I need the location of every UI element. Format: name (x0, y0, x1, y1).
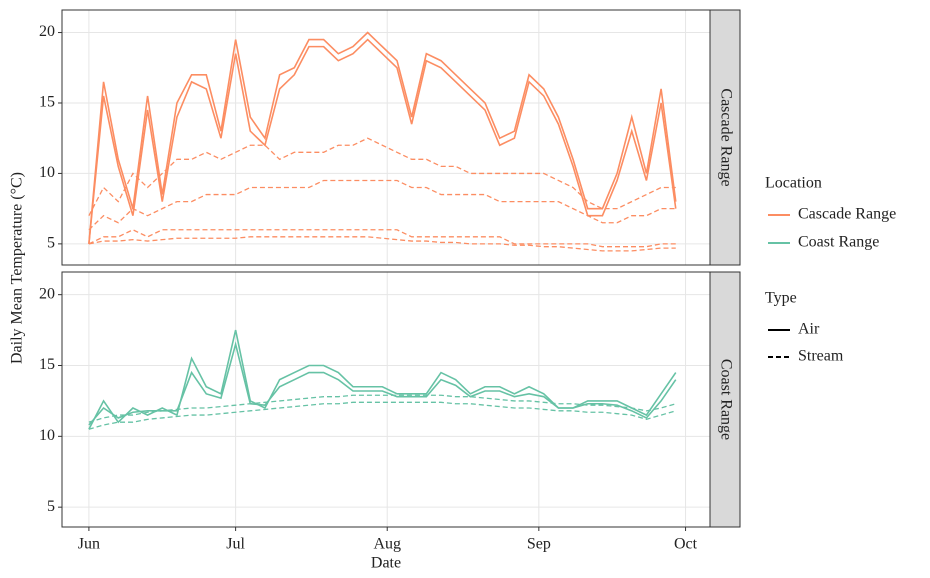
y-tick-label: 5 (47, 235, 55, 252)
x-tick-label: Oct (674, 536, 698, 553)
y-tick-label: 15 (39, 356, 55, 373)
y-tick-label: 15 (39, 94, 55, 111)
legend-label: Air (798, 321, 820, 338)
y-tick-label: 5 (47, 498, 55, 515)
y-tick-label: 10 (39, 427, 55, 444)
x-tick-label: Sep (527, 536, 551, 553)
data-line (88, 229, 676, 248)
y-tick-label: 20 (39, 23, 55, 40)
data-line (88, 394, 676, 423)
data-line (88, 236, 676, 252)
panel-background (62, 10, 710, 265)
x-tick-label: Aug (373, 536, 401, 553)
y-tick-label: 10 (39, 164, 55, 181)
facet-strip (709, 9, 741, 266)
data-line (88, 38, 677, 244)
data-line (88, 137, 676, 216)
x-tick-label: Jul (226, 536, 245, 553)
x-tick-label: Jun (78, 536, 100, 553)
facet-label: Coast Range (717, 359, 734, 440)
y-tick-label: 20 (39, 285, 55, 302)
x-axis-label: Date (371, 555, 401, 572)
legend-label: Coast Range (798, 234, 879, 251)
legend-label: Cascade Range (798, 206, 896, 223)
data-line (88, 31, 677, 244)
facet-strip (709, 271, 741, 528)
legend-title: Location (765, 175, 822, 192)
legend-title: Type (765, 290, 797, 307)
legend-label: Stream (798, 348, 844, 365)
data-line (88, 401, 676, 430)
data-line (88, 179, 676, 231)
data-line (88, 341, 677, 426)
facet-label: Cascade Range (717, 88, 734, 186)
data-line (88, 329, 677, 430)
panel-background (62, 272, 710, 527)
y-axis-label: Daily Mean Temperature (°C) (9, 172, 26, 364)
